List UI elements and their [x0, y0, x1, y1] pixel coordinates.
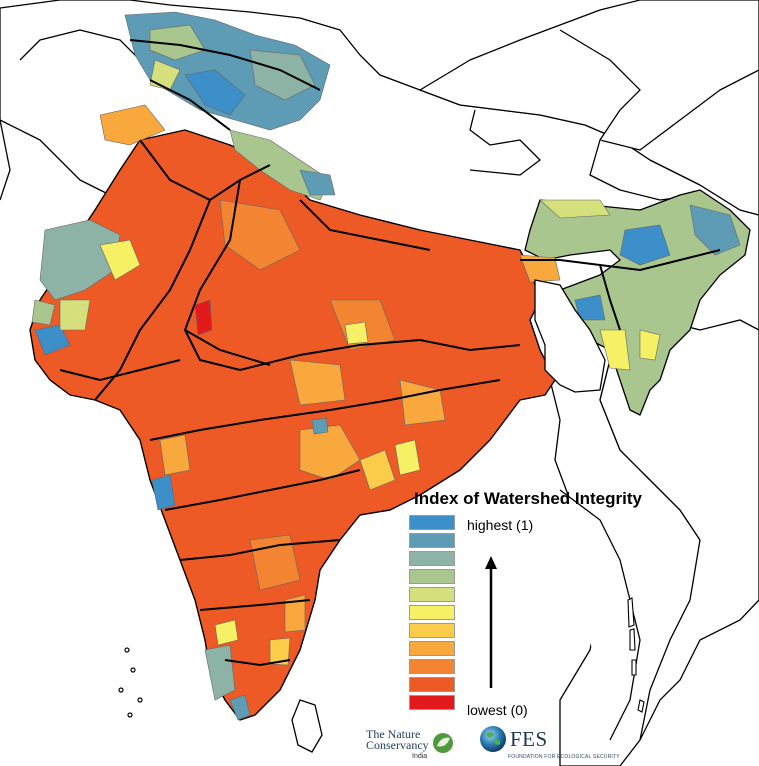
tnc-logo: The Nature Conservancy India [366, 726, 464, 762]
tnc-logo-line2: Conservancy [366, 738, 429, 752]
india-watershed-fill [29, 11, 556, 721]
legend-title: Index of Watershed Integrity [414, 489, 642, 508]
legend-swatch [409, 533, 455, 548]
myanmar-outline [599, 319, 759, 741]
legend-swatch [409, 659, 455, 674]
legend-swatch [409, 641, 455, 656]
legend-high-label: highest (1) [467, 517, 534, 533]
tnc-leaf-icon [433, 733, 453, 753]
legend-swatch [409, 551, 455, 566]
legend-swatch [409, 569, 455, 584]
legend-swatch [409, 605, 455, 620]
fes-logo: FES FOUNDATION FOR ECOLOGICAL SECURITY [478, 724, 620, 764]
legend-swatch [409, 677, 455, 692]
legend-swatch [409, 515, 455, 530]
globe-icon [480, 726, 506, 752]
tnc-logo-line1: The Nature [366, 727, 421, 741]
northeast-india-fill [519, 189, 751, 416]
tnc-logo-sub: India [412, 753, 428, 760]
legend-swatch [409, 623, 455, 638]
basin-boundaries [59, 39, 721, 667]
legend-swatches [409, 515, 455, 713]
fes-logo-text: FES [510, 727, 548, 751]
bangladesh-outline [534, 279, 606, 393]
fes-logo-sub: FOUNDATION FOR ECOLOGICAL SECURITY [508, 754, 620, 760]
legend-swatch [409, 587, 455, 602]
andaman-islands [627, 597, 645, 713]
legend-swatch [409, 695, 455, 710]
lakshadweep-islands [118, 647, 143, 718]
sri-lanka-outline [291, 699, 323, 753]
legend-low-label: lowest (0) [467, 702, 528, 718]
arrow-up-icon [485, 556, 497, 688]
